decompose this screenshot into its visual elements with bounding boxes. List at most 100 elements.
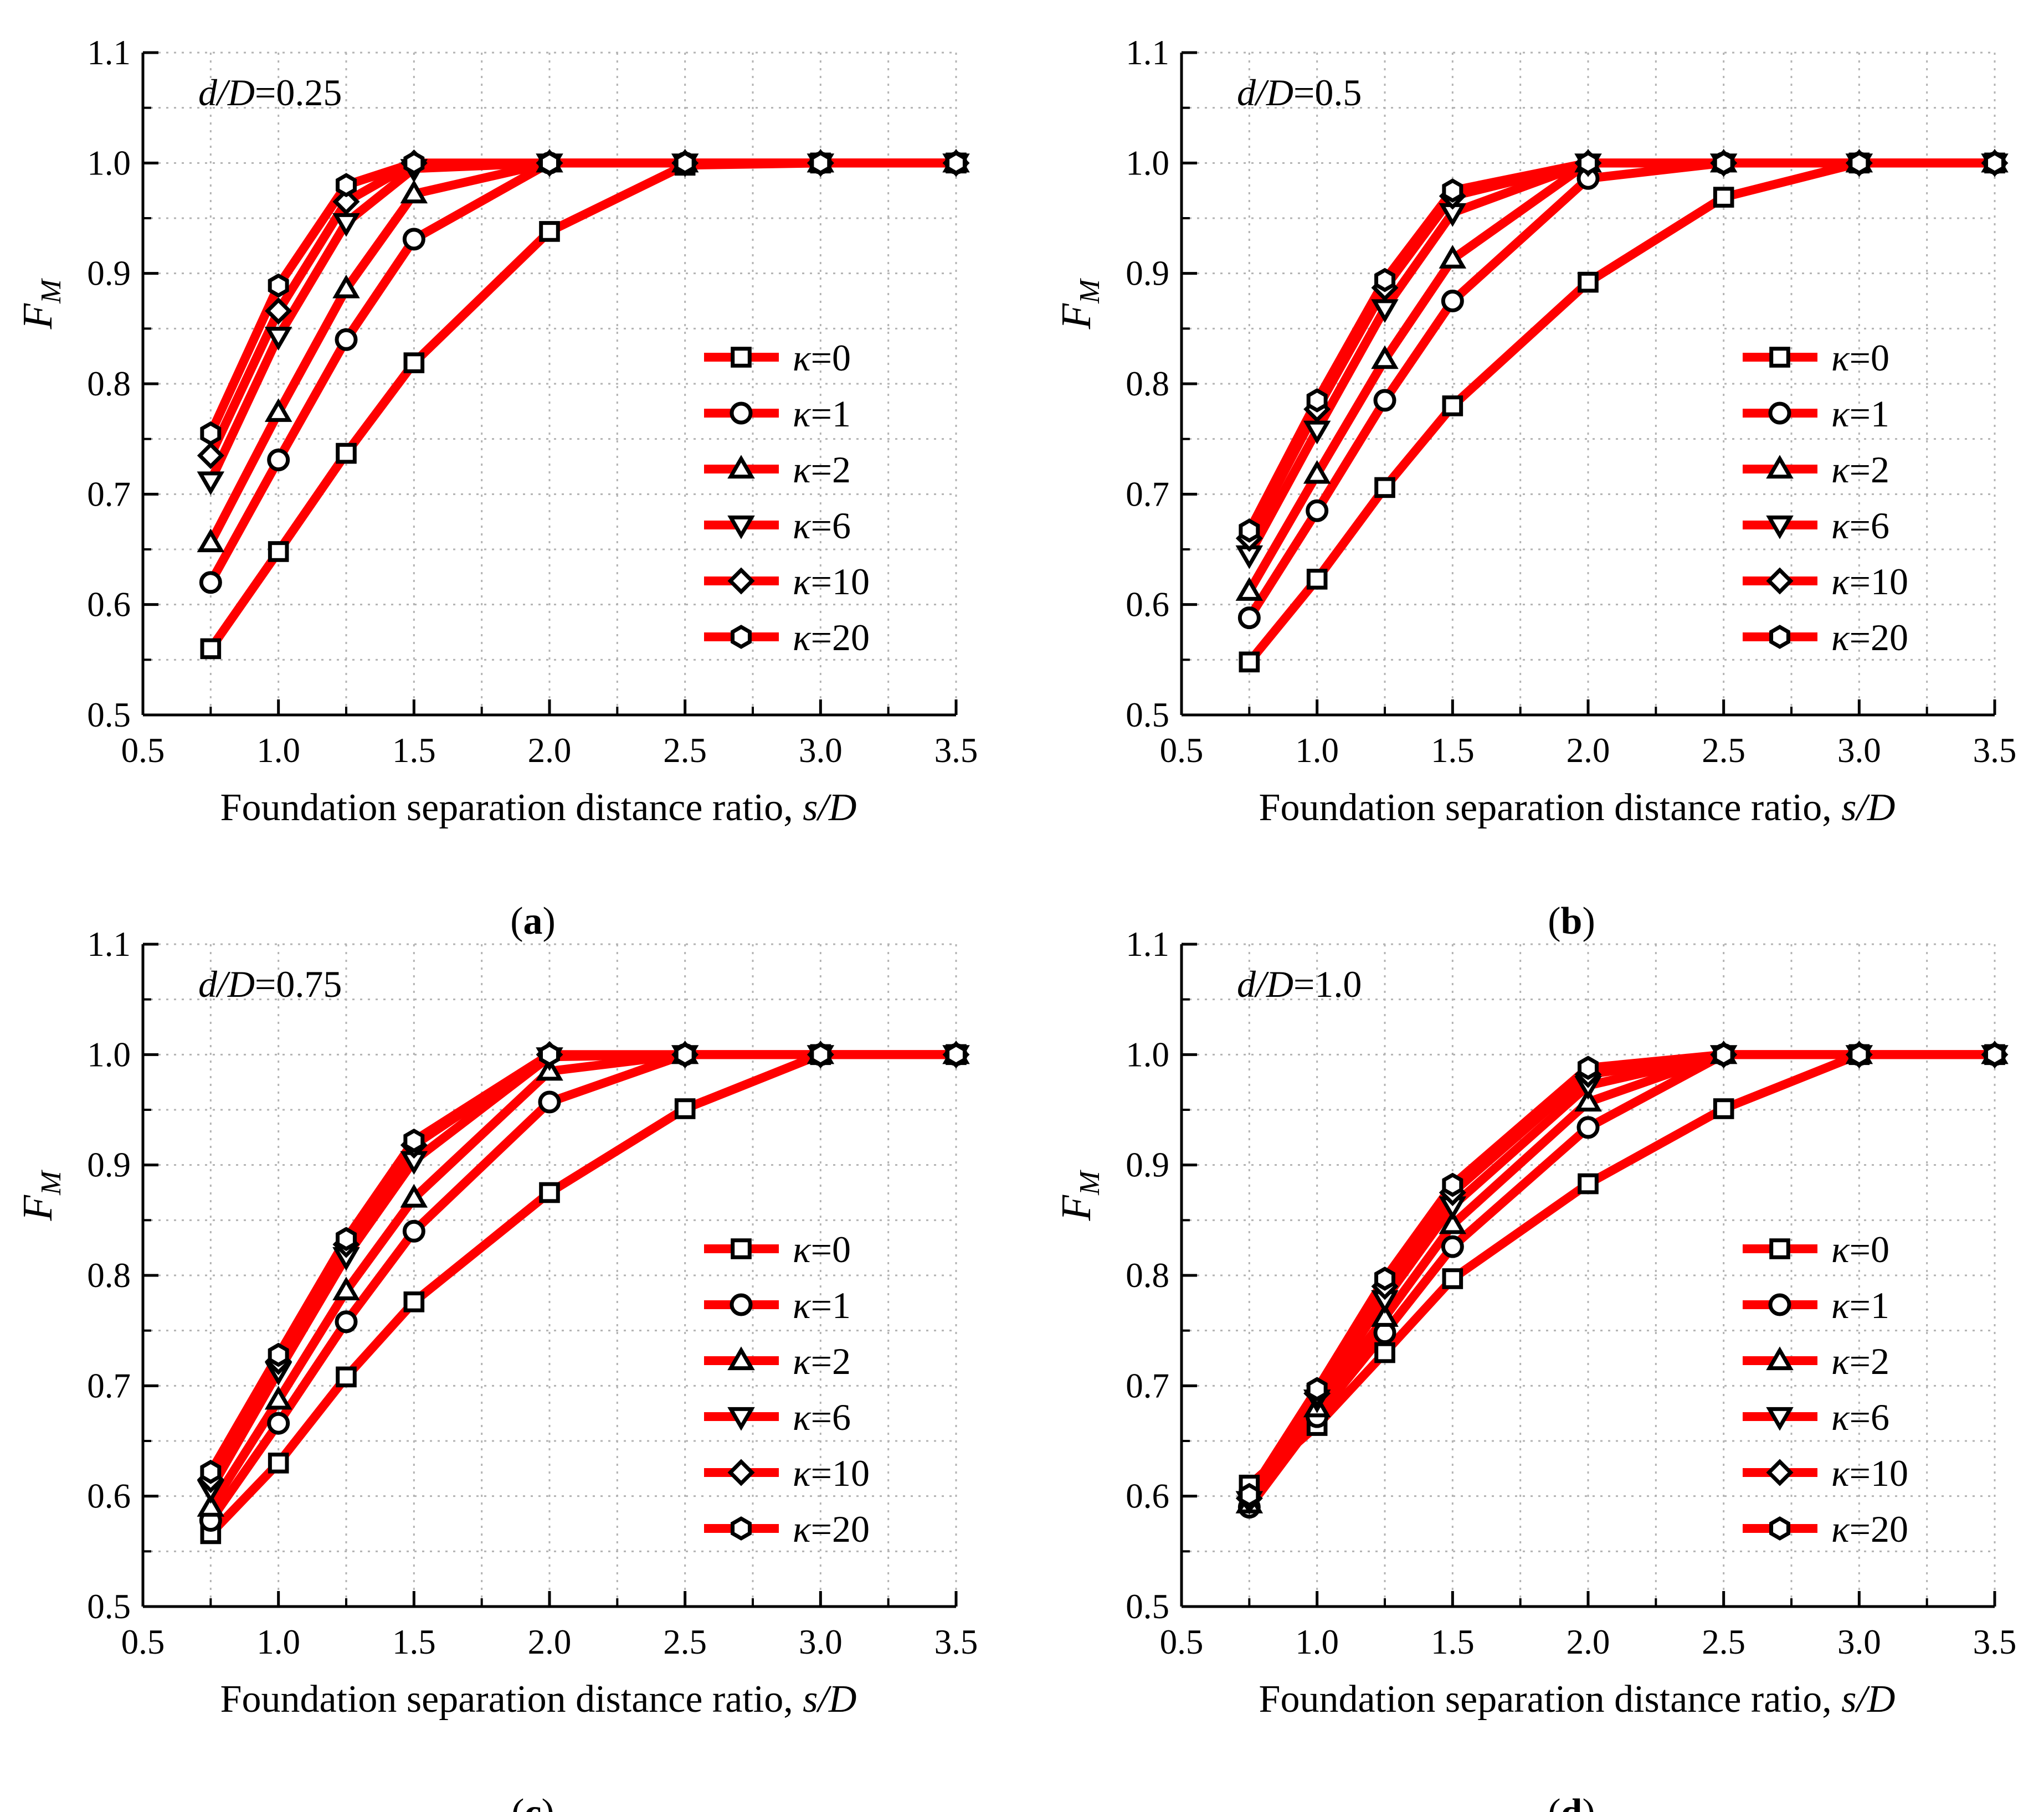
legend-label: κ=6: [793, 1396, 851, 1438]
legend-label-value: =0: [1850, 337, 1889, 379]
data-point-triangle-up: [1371, 1303, 1399, 1327]
x-tick-label: 3.5: [1973, 731, 2017, 770]
annotation-value: =0.25: [255, 71, 342, 114]
data-point-square: [1374, 1342, 1395, 1363]
legend-marker-square: [731, 1238, 752, 1259]
x-tick-label: 2.0: [528, 1623, 572, 1661]
data-point-triangle-up: [1574, 1088, 1602, 1112]
data-point-circle: [267, 449, 290, 472]
legend-label-value: =10: [811, 1452, 870, 1494]
legend: κ=0κ=1κ=2κ=6κ=10κ=20: [704, 337, 870, 658]
data-point-triangle-up: [400, 1183, 428, 1208]
y-tick-label: 0.9: [1126, 254, 1169, 293]
annotation-value: =0.5: [1293, 71, 1362, 114]
data-point-triangle-down: [264, 327, 292, 351]
legend-marker-diamond: [1766, 567, 1794, 595]
data-point-hexagon: [810, 1042, 831, 1067]
data-point-circle: [402, 228, 425, 251]
data-point-hexagon: [268, 273, 289, 298]
y-axis-label: FM: [1053, 1170, 1106, 1221]
y-tick-label: 1.0: [1126, 1035, 1169, 1074]
data-point-hexagon: [1239, 518, 1260, 543]
legend-label-symbol: κ: [1831, 560, 1850, 603]
y-tick-label: 0.8: [87, 364, 131, 403]
y-tick-label: 1.1: [87, 925, 131, 964]
annotation-value: =1.0: [1293, 963, 1362, 1005]
data-point-hexagon: [200, 1459, 222, 1484]
legend-label-value: =2: [811, 1340, 851, 1382]
data-point-square: [1306, 569, 1328, 590]
y-tick-label: 0.7: [1126, 1366, 1169, 1405]
x-tick-label: 2.0: [1567, 1623, 1610, 1661]
chart-panel-a: 0.5 1.0 1.5 2.0 2.5 3.0 3.5 0.5 0.6 0.7 0.8 0.9 1.0 1…: [14, 33, 978, 943]
legend-marker-triangle-up: [1766, 455, 1794, 479]
legend: κ=0κ=1κ=2κ=6κ=10κ=20: [1743, 1228, 1908, 1550]
legend-label-symbol: κ: [793, 505, 812, 547]
panel-label: (d): [1548, 1792, 1595, 1812]
y-tick-label: 1.0: [1126, 143, 1169, 182]
data-point-hexagon: [336, 1227, 357, 1252]
y-tick-label: 0.9: [1126, 1146, 1169, 1185]
legend-label-value: =6: [1850, 1396, 1889, 1438]
x-tick-label: 2.0: [1567, 731, 1610, 770]
legend-marker-circle: [1768, 1293, 1791, 1316]
x-tick-label: 0.5: [1160, 1623, 1204, 1661]
data-point-triangle-up: [400, 179, 428, 204]
data-point-triangle-up: [1235, 577, 1264, 601]
data-point-hexagon: [674, 151, 696, 176]
x-axis-label: Foundation separation distance ratio, s/…: [1259, 1678, 1896, 1721]
legend-label-value: =20: [1850, 616, 1908, 658]
data-point-hexagon: [268, 1342, 289, 1367]
data-point-circle: [1441, 1235, 1464, 1258]
data-point-circle: [538, 1090, 561, 1114]
legend-label: κ=1: [793, 1284, 851, 1326]
legend-label-symbol: κ: [1831, 505, 1850, 547]
series-group: [197, 1040, 970, 1545]
y-axis-label: FM: [1053, 278, 1106, 330]
legend-label: κ=10: [1831, 560, 1908, 603]
legend-label: κ=20: [793, 616, 870, 658]
y-axis-label-sub: M: [1074, 278, 1106, 304]
y-tick-label: 0.9: [87, 1146, 131, 1185]
y-tick-label: 0.8: [1126, 1256, 1169, 1295]
legend-label: κ=0: [1831, 1228, 1889, 1270]
data-point-square: [1578, 271, 1599, 293]
annotation-depth-ratio: d/D=1.0: [1237, 963, 1362, 1005]
legend-label: κ=2: [793, 449, 851, 491]
y-tick-label: 1.1: [1126, 33, 1169, 72]
y-tick-label: 0.6: [87, 1477, 131, 1516]
data-point-hexagon: [336, 173, 357, 198]
legend-marker-circle: [730, 1293, 753, 1316]
y-axis-label-main: F: [14, 1194, 61, 1221]
data-point-hexagon: [539, 1042, 560, 1067]
legend-marker-triangle-down: [1766, 515, 1794, 539]
series-line-square: [1246, 158, 1995, 665]
annotation-variable: d/D: [1237, 963, 1293, 1005]
y-tick-label: 0.8: [87, 1256, 131, 1295]
x-tick-label: 3.5: [934, 1623, 978, 1661]
legend-label-symbol: κ: [793, 1284, 812, 1326]
x-axis-label-text: Foundation separation distance ratio,: [220, 786, 803, 829]
legend-label: κ=6: [793, 505, 851, 547]
data-point-triangle-up: [197, 528, 225, 553]
data-point-square: [1239, 651, 1260, 673]
legend-label: κ=20: [1831, 1508, 1908, 1550]
y-tick-label: 1.1: [87, 33, 131, 72]
legend: κ=0κ=1κ=2κ=6κ=10κ=20: [704, 1228, 870, 1550]
panel-label: (a): [510, 900, 556, 943]
legend-label-symbol: κ: [1831, 1228, 1850, 1270]
x-tick-label: 0.5: [121, 731, 165, 770]
data-point-hexagon: [810, 151, 831, 176]
x-tick-label: 2.5: [1702, 731, 1745, 770]
legend-label: κ=0: [1831, 337, 1889, 379]
x-tick-label: 3.0: [799, 731, 843, 770]
data-point-square: [1713, 187, 1734, 208]
data-point-square: [1374, 477, 1395, 498]
legend-marker-circle: [730, 401, 753, 425]
data-point-hexagon: [946, 151, 967, 176]
legend-label-value: =10: [811, 560, 870, 603]
data-point-square: [336, 1366, 357, 1388]
series-line-hexagon: [207, 158, 956, 436]
x-tick-label: 2.0: [528, 731, 572, 770]
y-axis-label-sub: M: [35, 1170, 67, 1196]
